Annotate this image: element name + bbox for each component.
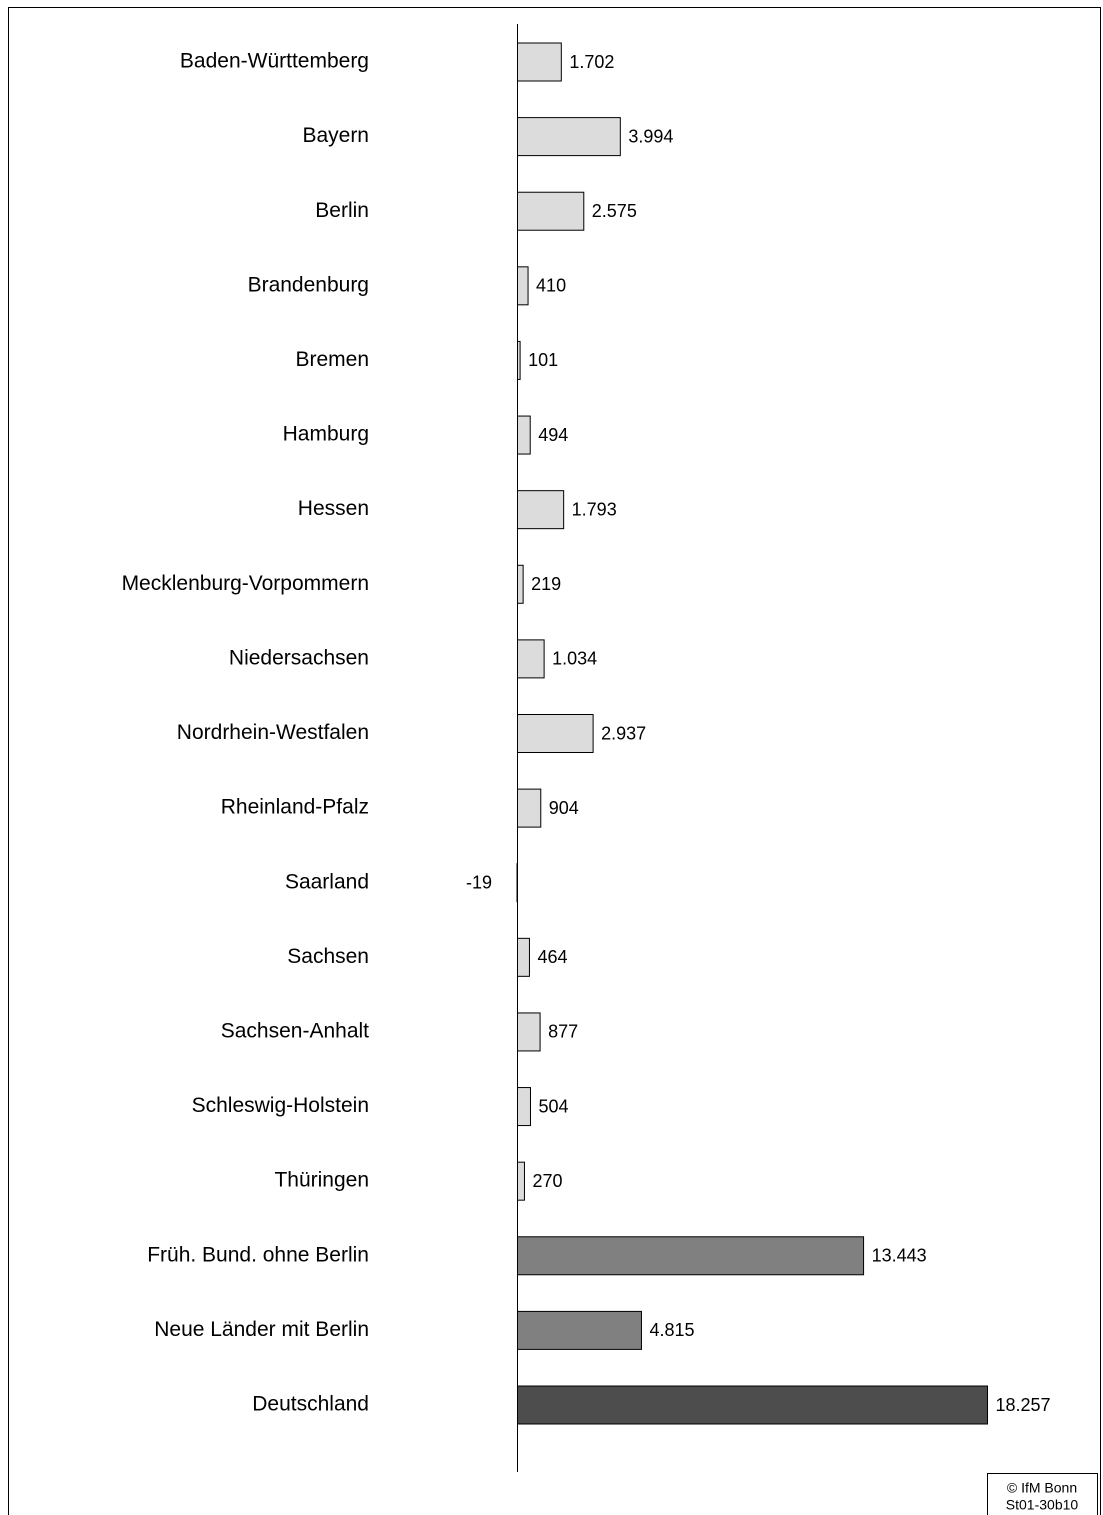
value-label: 1.793 — [572, 499, 617, 519]
category-label: Niedersachsen — [229, 646, 369, 669]
category-label: Früh. Bund. ohne Berlin — [147, 1243, 369, 1266]
category-label: Hamburg — [283, 423, 369, 446]
value-label: 1.034 — [552, 649, 597, 669]
bar — [517, 564, 524, 604]
bar — [517, 714, 594, 753]
bar — [517, 191, 585, 231]
source-text: © IfM Bonn — [1007, 1480, 1077, 1496]
value-label: 3.994 — [628, 126, 673, 146]
category-label: Nordrhein-Westfalen — [177, 721, 369, 744]
bar — [517, 415, 531, 455]
bar — [517, 1310, 642, 1350]
value-label: 904 — [549, 798, 579, 818]
value-label: 270 — [532, 1171, 562, 1191]
value-label: 410 — [536, 276, 566, 296]
category-label: Deutschland — [252, 1393, 369, 1416]
value-label: 2.575 — [592, 201, 637, 221]
category-label: Sachsen-Anhalt — [221, 1019, 369, 1042]
value-label: 1.702 — [569, 52, 614, 72]
category-label: Thüringen — [274, 1169, 369, 1192]
bar — [517, 42, 562, 82]
category-label: Baden-Württemberg — [180, 50, 369, 73]
category-label: Mecklenburg-Vorpommern — [122, 572, 369, 595]
bar — [517, 1161, 525, 1201]
value-label: 2.937 — [601, 723, 646, 743]
value-label: 219 — [531, 574, 561, 594]
value-label: 877 — [548, 1022, 578, 1042]
value-label: 18.257 — [996, 1395, 1051, 1415]
bar — [517, 117, 621, 157]
value-label: 504 — [538, 1096, 568, 1116]
bar — [517, 937, 530, 977]
category-label: Hessen — [298, 497, 369, 520]
value-label: 4.815 — [649, 1320, 694, 1340]
category-label: Rheinland-Pfalz — [221, 796, 369, 819]
value-label: -19 — [466, 872, 492, 892]
category-label: Brandenburg — [248, 273, 369, 296]
value-label: 464 — [537, 947, 567, 967]
bar — [517, 266, 529, 306]
frame — [8, 7, 1101, 1515]
category-label: Sachsen — [287, 945, 369, 968]
category-label: Saarland — [285, 870, 369, 893]
bar — [517, 788, 542, 828]
source-text: St01-30b10 — [1006, 1497, 1079, 1513]
bar — [517, 1385, 988, 1425]
category-label: Bayern — [302, 124, 369, 147]
value-label: 13.443 — [872, 1246, 927, 1266]
bar — [517, 639, 545, 679]
category-label: Schleswig-Holstein — [192, 1094, 369, 1117]
source-box — [987, 1473, 1098, 1515]
bar — [517, 1087, 531, 1127]
bar — [517, 490, 565, 530]
value-label: 101 — [528, 350, 558, 370]
bar — [517, 1236, 865, 1276]
category-label: Neue Länder mit Berlin — [154, 1318, 369, 1341]
value-label: 494 — [538, 425, 568, 445]
bar — [517, 1012, 541, 1052]
category-label: Bremen — [295, 348, 369, 371]
category-label: Berlin — [315, 199, 369, 222]
